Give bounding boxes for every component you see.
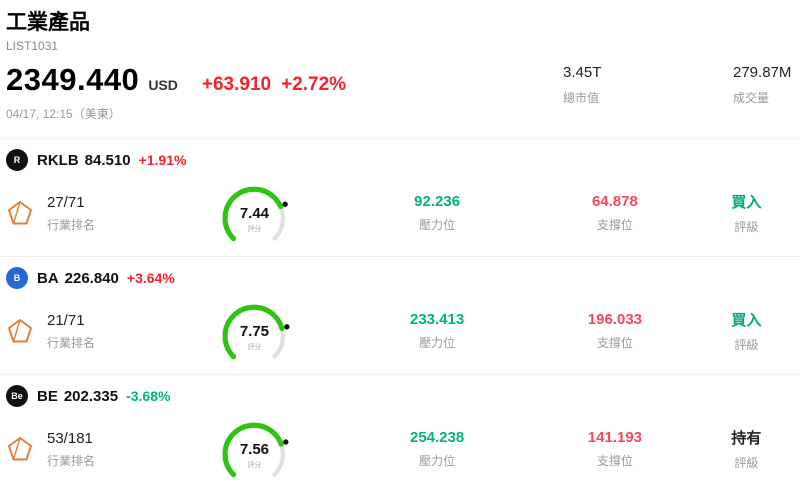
industry-icon: [8, 319, 32, 343]
score-label: 評分: [247, 226, 262, 233]
support-value: 64.878: [591, 193, 638, 210]
stock-list: R RKLB 84.510 +1.91% 27/71 行業排名: [0, 138, 800, 488]
market-cap-label: 總市值: [563, 91, 600, 105]
support-label: 支撐位: [596, 336, 633, 350]
current-price: 2349.440: [6, 62, 140, 97]
pressure-label: 壓力位: [419, 336, 456, 350]
stock-price: 84.510: [84, 151, 131, 169]
pressure-value: 92.236: [414, 193, 461, 210]
score-value: 7.56: [239, 441, 270, 458]
rating-block[interactable]: 買入 評級: [693, 309, 800, 353]
page-title: 工業產品: [6, 11, 90, 34]
industry-rank-label: 行業排名: [47, 335, 96, 350]
stock-header-be[interactable]: Be BE 202.335 -3.68%: [6, 383, 800, 409]
stock-detail: 21/71 行業排名 7.75 評分 233.413 壓力位: [6, 300, 800, 362]
support-label: 支撐位: [596, 454, 633, 468]
page-header: 工業產品 LIST1031 2349.440 USD +63.910 +2.72…: [0, 0, 800, 122]
industry-rank-value: 53/181: [47, 429, 93, 447]
stock-row-ba: B BA 226.840 +3.64% 21/71 行業排名: [0, 256, 800, 374]
market-stats: 3.45T 總市值 279.87M 成交量: [563, 64, 800, 106]
stock-change: +1.91%: [138, 152, 187, 168]
score-gauge: 7.56 評分: [172, 418, 338, 480]
gauge-arc-icon: [222, 186, 289, 242]
price-change: +63.910: [201, 74, 272, 95]
volume-label: 成交量: [733, 91, 770, 105]
score-label: 評分: [247, 344, 262, 351]
quote-timestamp: 04/17, 12:15（美東）: [6, 107, 121, 121]
gauge-arc-icon: [222, 304, 290, 360]
rating-block[interactable]: 買入 評級: [693, 191, 800, 235]
industry-rank-block: 53/181 行業排名: [6, 430, 172, 469]
rating-label: 評級: [734, 456, 759, 470]
score-gauge: 7.75 評分: [172, 300, 338, 362]
pressure-block: 254.238 壓力位: [337, 429, 537, 469]
support-value: 196.033: [587, 311, 643, 328]
market-cap-value: 3.45T: [563, 64, 602, 81]
currency-label: USD: [148, 77, 178, 93]
industry-rank-block: 27/71 行業排名: [6, 194, 172, 233]
be-logo-icon: Be: [6, 385, 28, 407]
rating-label: 評級: [734, 220, 759, 234]
stock-detail: 27/71 行業排名 7.44 評分 92.236 壓力位: [6, 182, 800, 244]
stock-row-be: Be BE 202.335 -3.68% 53/181 行業排名: [0, 374, 800, 488]
stock-change: -3.68%: [126, 388, 171, 404]
stock-header-rklb[interactable]: R RKLB 84.510 +1.91%: [6, 147, 800, 173]
stock-price: 202.335: [63, 387, 119, 405]
score-value: 7.75: [239, 323, 270, 340]
pressure-value: 254.238: [409, 429, 465, 446]
stock-change: +3.64%: [126, 270, 175, 286]
pressure-block: 92.236 壓力位: [337, 193, 537, 233]
industry-rank-value: 21/71: [47, 311, 85, 329]
stock-header-ba[interactable]: B BA 226.840 +3.64%: [6, 265, 800, 291]
rating-label: 評級: [734, 338, 759, 352]
stock-ticker: RKLB: [37, 151, 79, 169]
support-block: 64.878 支撐位: [537, 193, 693, 233]
stat-market-cap: 3.45T 總市值: [563, 64, 673, 106]
pressure-block: 233.413 壓力位: [337, 311, 537, 351]
rating-value: 買入: [731, 312, 762, 329]
index-quote: 2349.440 USD +63.910 +2.72% 04/17, 12:15…: [6, 62, 791, 122]
volume-value: 279.87M: [733, 64, 792, 81]
list-id: LIST1031: [6, 39, 59, 53]
stock-price: 226.840: [64, 269, 119, 287]
support-block: 141.193 支撐位: [537, 429, 693, 469]
support-block: 196.033 支撐位: [537, 311, 693, 351]
industry-rank-block: 21/71 行業排名: [6, 312, 172, 351]
stock-detail: 53/181 行業排名 7.56 評分 254.238 壓力位: [6, 418, 800, 480]
rating-value: 持有: [731, 430, 762, 447]
score-label: 評分: [247, 462, 262, 469]
stat-volume: 279.87M 成交量: [733, 64, 800, 106]
rating-value: 買入: [731, 194, 762, 211]
industry-rank-label: 行業排名: [47, 453, 96, 468]
industry-icon: [8, 201, 32, 225]
support-label: 支撐位: [596, 218, 633, 232]
pressure-label: 壓力位: [419, 218, 456, 232]
industry-rank-label: 行業排名: [47, 217, 96, 232]
rklb-logo-icon: R: [6, 149, 28, 171]
stock-ticker: BA: [37, 269, 59, 287]
stock-ticker: BE: [37, 387, 58, 405]
pressure-label: 壓力位: [419, 454, 456, 468]
price-change-percent: +2.72%: [281, 74, 347, 95]
gauge-arc-icon: [222, 422, 289, 478]
score-gauge: 7.44 評分: [172, 182, 338, 244]
rating-block[interactable]: 持有 評級: [693, 427, 800, 471]
industry-icon: [8, 437, 32, 461]
score-value: 7.44: [239, 205, 270, 222]
price-change-group: +63.910 +2.72%: [202, 74, 346, 96]
support-value: 141.193: [587, 429, 643, 446]
ba-logo-icon: B: [6, 267, 28, 289]
industry-rank-value: 27/71: [47, 193, 85, 211]
stock-row-rklb: R RKLB 84.510 +1.91% 27/71 行業排名: [0, 138, 800, 256]
pressure-value: 233.413: [409, 311, 465, 328]
